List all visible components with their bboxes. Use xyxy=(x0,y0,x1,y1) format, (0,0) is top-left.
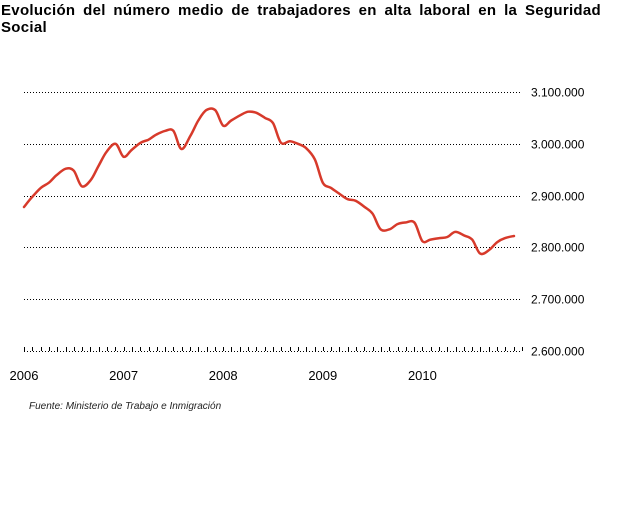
series-group xyxy=(22,107,516,256)
y-tick-labels: 2.600.000 2.700.000 2.800.000 2.900.000 3.00… xyxy=(531,86,585,359)
y-tick-label: 2.700.000 xyxy=(531,293,585,307)
x-tick-label: 2009 xyxy=(308,368,337,383)
y-tick-label: 3.000.000 xyxy=(531,138,585,152)
y-tick-label: 2.900.000 xyxy=(531,190,585,204)
x-axis xyxy=(24,347,523,352)
x-tick-label: 2007 xyxy=(109,368,138,383)
y-tick-label: 2.800.000 xyxy=(531,241,585,255)
x-tick-labels: 2006 2007 2008 2009 2010 xyxy=(10,368,437,383)
y-tick-label: 3.100.000 xyxy=(531,86,585,100)
series-line xyxy=(22,107,516,256)
source-note: Fuente: Ministerio de Trabajo e Inmigrac… xyxy=(29,401,222,412)
x-tick-label: 2006 xyxy=(10,368,39,383)
x-tick-label: 2010 xyxy=(408,368,437,383)
y-tick-label: 2.600.000 xyxy=(531,345,585,359)
grid-lines xyxy=(24,92,522,300)
chart-title: Evolución del número medio de trabajador… xyxy=(1,2,601,36)
x-tick-label: 2008 xyxy=(209,368,238,383)
